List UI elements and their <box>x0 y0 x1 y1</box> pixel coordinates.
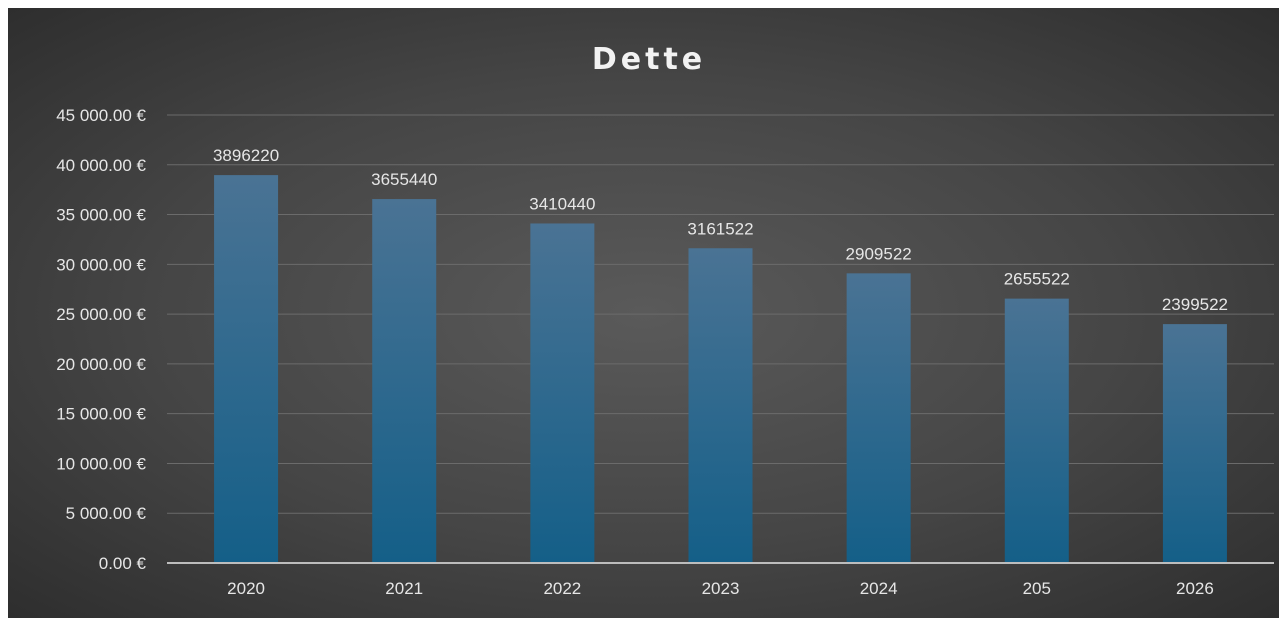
bar <box>688 248 753 563</box>
x-tick-label: 2020 <box>227 579 265 598</box>
data-labels: 3896220 3655440 3410440 3161522 2909522 26555… <box>213 146 1228 314</box>
chart-title: Dette <box>592 42 706 77</box>
data-label: 2655522 <box>1004 270 1070 289</box>
x-tick-label: 2024 <box>860 579 898 598</box>
data-label: 2399522 <box>1162 295 1228 314</box>
y-tick-label: 40 000.00 € <box>56 156 146 175</box>
x-tick-label: 205 <box>1023 579 1051 598</box>
x-tick-label: 2022 <box>543 579 581 598</box>
bar <box>372 199 437 564</box>
y-tick-label: 35 000.00 € <box>56 206 146 225</box>
y-tick-label: 30 000.00 € <box>56 255 146 274</box>
data-label: 3161522 <box>687 219 753 238</box>
data-label: 3410440 <box>529 194 595 213</box>
x-tick-label: 2026 <box>1176 579 1214 598</box>
bar <box>846 273 911 563</box>
x-axis-tick-labels: 2020 2021 2022 2023 2024 205 2026 <box>227 579 1214 598</box>
bar <box>214 175 279 563</box>
x-tick-label: 2021 <box>385 579 423 598</box>
y-tick-label: 15 000.00 € <box>56 405 146 424</box>
bars <box>214 175 1227 564</box>
y-tick-label: 0.00 € <box>99 554 147 573</box>
y-axis-tick-labels: 0.00 € 5 000.00 € 10 000.00 € 15 000.00 € 20… <box>56 106 146 573</box>
y-tick-label: 25 000.00 € <box>56 305 146 324</box>
y-tick-label: 10 000.00 € <box>56 454 146 473</box>
chart-area: Dette 0.00 € 5 000.00 € 10 000.00 € 15 000.… <box>8 8 1279 618</box>
bar <box>530 223 595 564</box>
bar <box>1004 298 1069 563</box>
y-tick-label: 20 000.00 € <box>56 355 146 374</box>
y-tick-label: 45 000.00 € <box>56 106 146 125</box>
data-label: 3896220 <box>213 146 279 165</box>
data-label: 3655440 <box>371 170 437 189</box>
bar-chart: Dette 0.00 € 5 000.00 € 10 000.00 € 15 000.… <box>56 42 1274 598</box>
bar <box>1162 324 1227 563</box>
data-label: 2909522 <box>846 244 912 263</box>
x-tick-label: 2023 <box>702 579 740 598</box>
y-tick-label: 5 000.00 € <box>66 504 147 523</box>
